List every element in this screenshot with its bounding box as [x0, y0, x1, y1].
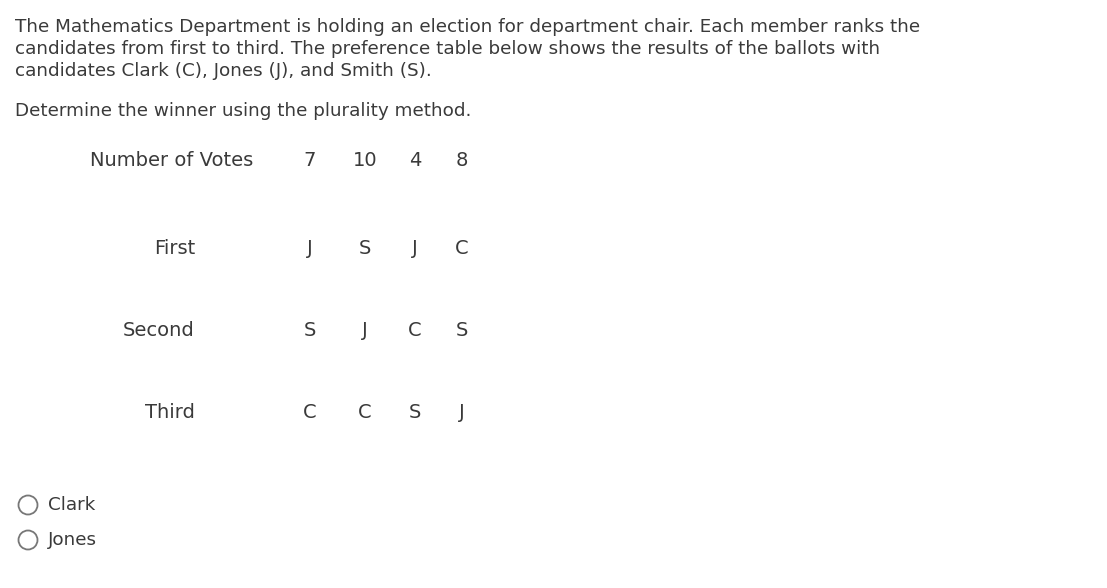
Text: First: First — [154, 239, 195, 258]
Text: J: J — [412, 239, 417, 258]
Text: 8: 8 — [456, 151, 468, 169]
Text: 4: 4 — [408, 151, 421, 169]
Text: Third: Third — [145, 403, 195, 422]
Text: C: C — [303, 403, 317, 422]
Text: Clark: Clark — [48, 496, 95, 514]
Text: Determine the winner using the plurality method.: Determine the winner using the plurality… — [15, 102, 472, 120]
Text: C: C — [359, 403, 372, 422]
Text: candidates Clark (C), Jones (J), and Smith (S).: candidates Clark (C), Jones (J), and Smi… — [15, 62, 432, 80]
Text: S: S — [303, 320, 317, 339]
Text: S: S — [456, 320, 468, 339]
Text: 10: 10 — [353, 151, 377, 169]
Text: S: S — [408, 403, 421, 422]
Text: Jones: Jones — [48, 531, 97, 549]
Text: J: J — [362, 320, 368, 339]
Text: C: C — [455, 239, 468, 258]
Text: J: J — [459, 403, 465, 422]
Text: S: S — [359, 239, 371, 258]
Text: candidates from first to third. The preference table below shows the results of : candidates from first to third. The pref… — [15, 40, 880, 58]
Text: J: J — [307, 239, 313, 258]
Text: Second: Second — [123, 320, 195, 339]
Text: C: C — [408, 320, 422, 339]
Text: The Mathematics Department is holding an election for department chair. Each mem: The Mathematics Department is holding an… — [15, 18, 920, 36]
Text: 7: 7 — [303, 151, 317, 169]
Text: Number of Votes: Number of Votes — [90, 151, 254, 169]
